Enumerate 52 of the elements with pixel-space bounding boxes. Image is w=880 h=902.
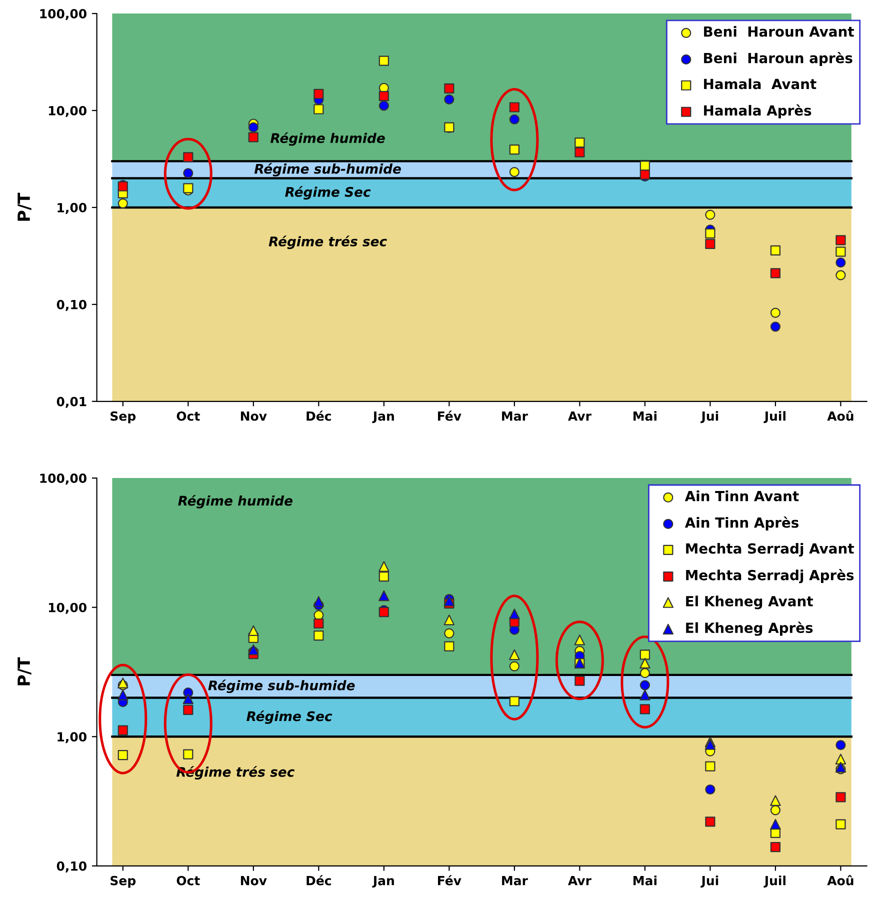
- x-tick-label: Mar: [502, 876, 528, 886]
- legend-label: Beni Haroun après: [704, 52, 852, 66]
- x-tick-label: Aoû: [827, 410, 854, 421]
- x-tick-label: Oct: [176, 876, 200, 886]
- y-tick-label: 10,00: [48, 106, 86, 118]
- x-tick-label: Jan: [372, 411, 394, 424]
- legend-label: Ain Tinn Avant: [684, 490, 799, 502]
- y-tick-label: 1,00: [58, 732, 86, 744]
- band-label: Régime sub-humide: [254, 163, 401, 176]
- x-tick-label: Jui: [700, 411, 718, 424]
- legend-label: Mechta Serradj Après: [686, 569, 854, 584]
- x-tick-label: Nov: [240, 876, 267, 886]
- legend-label: Ain Tinn Après: [684, 516, 798, 530]
- x-tick-label: Jan: [372, 876, 394, 888]
- x-tick-label: Déc: [306, 410, 331, 421]
- x-tick-label: Jui: [700, 876, 718, 888]
- y-axis-title: P/T: [18, 657, 32, 686]
- x-tick-label: Déc: [306, 875, 331, 886]
- x-tick-label: Mai: [634, 876, 656, 886]
- x-tick-label: Avr: [568, 411, 592, 421]
- band-label: Régime humide: [178, 494, 292, 508]
- y-tick-label: 100,00: [40, 474, 86, 485]
- legend-label: El Kheneg Après: [686, 622, 813, 636]
- x-tick-label: Nov: [240, 411, 267, 421]
- band-label: Régime trés sec: [268, 236, 387, 250]
- band-label: Régime Sec: [285, 186, 371, 200]
- y-axis-title: P/T: [18, 192, 32, 221]
- y-tick-label: 0,10: [56, 861, 86, 872]
- y-tick-label: 0,01: [56, 396, 86, 408]
- x-tick-label: Fév: [438, 875, 462, 886]
- x-tick-label: Sep: [110, 411, 136, 424]
- x-tick-label: Oct: [176, 411, 200, 421]
- x-tick-label: Mar: [502, 411, 528, 421]
- x-tick-label: Juil: [764, 411, 786, 424]
- x-tick-label: Mai: [634, 411, 656, 421]
- band-label: Régime Sec: [246, 710, 332, 724]
- band-label: Régime sub-humide: [208, 680, 355, 694]
- x-tick-label: Avr: [568, 876, 592, 886]
- band-label: Régime humide: [270, 132, 385, 146]
- y-tick-label: 0,10: [56, 300, 86, 311]
- x-tick-label: Juil: [764, 876, 786, 888]
- legend-label: Mechta Serradj Avant: [686, 543, 854, 557]
- y-tick-label: 1,00: [58, 202, 86, 214]
- legend-label: Hamala Après: [704, 104, 812, 118]
- y-tick-label: 10,00: [48, 602, 86, 614]
- legend-label: El Kheneg Avant: [686, 596, 813, 610]
- x-tick-label: Sep: [110, 876, 136, 888]
- x-tick-label: Fév: [438, 410, 462, 421]
- legend-label: Beni Haroun Avant: [704, 26, 854, 37]
- x-tick-label: Aoû: [827, 875, 854, 886]
- y-tick-label: 100,00: [40, 9, 86, 20]
- legend-label: Hamala Avant: [704, 78, 816, 90]
